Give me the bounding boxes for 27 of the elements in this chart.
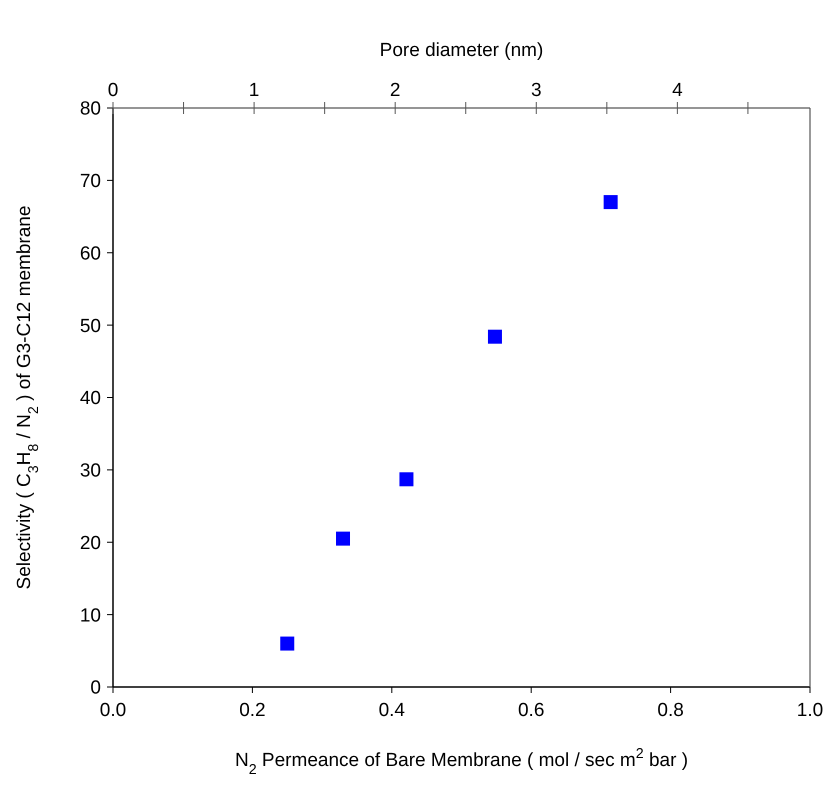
point xyxy=(399,472,414,486)
x-tick-label: 0.0 xyxy=(100,700,126,721)
x-tick-label: 0.6 xyxy=(518,700,544,721)
y-tick-label: 0 xyxy=(90,678,101,699)
point xyxy=(280,636,294,651)
x-tick-label: 0.2 xyxy=(239,700,266,721)
x-axis-title: N$_{2}$ Permeance of Bare Membrane ( mol / sec m$^{2}$ bar ) xyxy=(234,746,688,778)
x2-tick-label: 0 xyxy=(108,80,118,101)
y-tick-label: 70 xyxy=(80,171,101,192)
point xyxy=(488,330,502,344)
x2-tick-label: 4 xyxy=(672,80,684,101)
y-tick-label: 80 xyxy=(80,98,101,120)
point xyxy=(604,195,618,210)
x2-axis-title: Pore diameter (nm) xyxy=(380,40,544,61)
y-tick-label: 10 xyxy=(80,605,101,626)
x-tick-label: 0.4 xyxy=(378,700,406,721)
y-tick-label: 40 xyxy=(80,388,101,410)
y-tick-label: 60 xyxy=(80,243,101,264)
y-tick-label: 20 xyxy=(80,532,101,554)
x2-tick-label: 1 xyxy=(248,80,260,101)
y-tick-label: 50 xyxy=(80,316,101,337)
point xyxy=(336,532,350,546)
x2-tick-label: 2 xyxy=(390,80,400,101)
x-tick-label: 1.0 xyxy=(796,700,824,721)
x2-tick-label: 3 xyxy=(530,80,542,101)
y-tick-label: 30 xyxy=(80,460,101,482)
x-tick-label: 0.8 xyxy=(657,700,684,721)
